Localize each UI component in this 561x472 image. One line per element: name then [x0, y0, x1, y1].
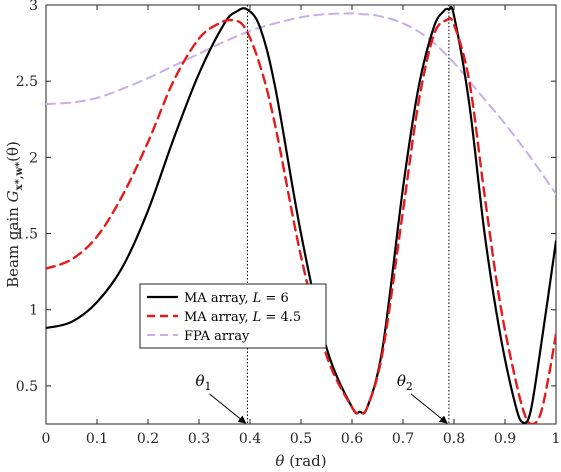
legend: MA array, L = 6 MA array, L = 4.5 FPA arra… [139, 283, 327, 349]
y-tick-label: 1 [29, 303, 38, 319]
x-axis-label: θ (rad) [275, 452, 326, 470]
annotation-label-2: θ2 [397, 372, 413, 393]
y-axis-label: Beam gain Gx*,w*(θ) [4, 141, 25, 288]
x-tick-label: 0.2 [137, 431, 159, 447]
x-tick-label: 0.5 [290, 431, 312, 447]
y-tick-label: 2.5 [16, 74, 38, 90]
annotation-layer: θ1 θ2 [195, 5, 450, 424]
annotation-arrow-1 [209, 393, 247, 424]
legend-box [139, 283, 327, 349]
x-tick-label: 0.3 [188, 431, 210, 447]
series-layer [46, 5, 556, 424]
legend-entry-0: MA array, L = 6 [184, 291, 289, 306]
legend-entry-2: FPA array [184, 329, 250, 344]
y-tick-label: 3 [29, 0, 38, 14]
x-tick-label: 1 [552, 431, 561, 447]
x-tick-label: 0.6 [341, 431, 363, 447]
plot-area-frame [45, 4, 557, 425]
y-tick-label: 0.5 [16, 379, 38, 395]
y-tick-label: 2 [29, 150, 38, 166]
x-tick-label: 0.7 [392, 431, 414, 447]
x-tick-label: 0.1 [86, 431, 108, 447]
legend-entry-1: MA array, L = 4.5 [184, 310, 301, 325]
annotation-label-1: θ1 [195, 372, 211, 393]
x-tick-label: 0 [42, 431, 51, 447]
y-axis-ticks: 0.5 1 1.5 2 2.5 3 [16, 0, 556, 395]
x-tick-label: 0.4 [239, 431, 261, 447]
x-tick-label: 0.8 [443, 431, 465, 447]
series-line-2 [46, 12, 556, 195]
y-tick-label: 1.5 [16, 227, 38, 243]
series-line-1 [46, 16, 556, 424]
x-tick-label: 0.9 [494, 431, 516, 447]
annotation-arrow-2 [410, 393, 448, 424]
x-axis-ticks: 0 0.1 0.2 0.3 0.4 0.5 0.6 0.7 0.8 0.9 1 [42, 5, 561, 447]
